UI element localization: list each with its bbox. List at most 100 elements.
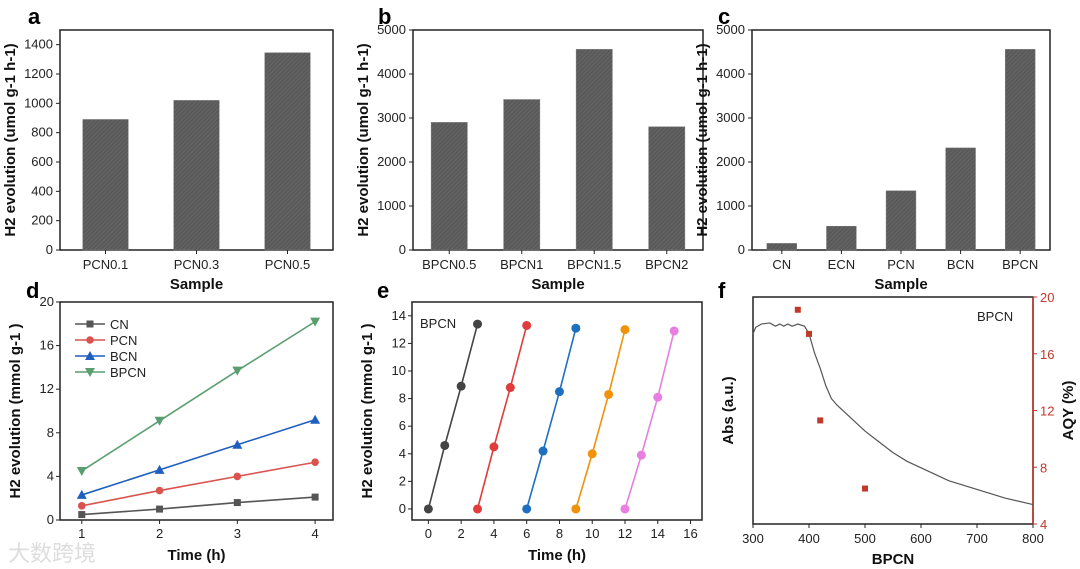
- data-point-BCN: [76, 489, 87, 499]
- legend-label-BCN: BCN: [110, 349, 137, 364]
- bar-BPCN: [1005, 49, 1036, 251]
- annotation: BPCN: [977, 309, 1013, 324]
- y-tick-label: 6: [399, 418, 406, 433]
- y-tick-label: 0: [738, 242, 745, 257]
- data-point-CN: [156, 505, 164, 513]
- x-tick-label: BPCN2: [645, 257, 688, 272]
- panel-label-f: f: [718, 278, 726, 303]
- bar-PCN: [885, 190, 917, 251]
- x-tick-label: BPCN1.5: [567, 257, 621, 272]
- data-point-cycle1: [440, 440, 450, 450]
- x-tick-label: 8: [556, 526, 563, 541]
- y-tick-label: 3000: [716, 110, 745, 125]
- y-tick-label: 0: [47, 512, 54, 527]
- legend-label-BPCN: BPCN: [110, 365, 146, 380]
- y-tick-label: 5000: [716, 22, 745, 37]
- watermark: 大数跨境: [8, 542, 97, 567]
- x-tick-label: PCN0.5: [265, 257, 311, 272]
- bar-PCN0.1: [82, 119, 129, 251]
- x-tick-label: BPCN: [1002, 257, 1038, 272]
- data-point-cycle2: [505, 383, 515, 393]
- data-point-BPCN: [232, 366, 243, 376]
- x-tick-label: 14: [651, 526, 665, 541]
- plot-frame-d: [59, 301, 334, 521]
- y-right-axis-label: AQY (%): [1060, 381, 1077, 441]
- x-tick-label: 4: [490, 526, 497, 541]
- data-point-cycle3: [522, 504, 532, 514]
- y-tick-label: 12: [40, 381, 54, 396]
- legend-marker-BCN: [85, 351, 95, 360]
- series-line-cycle4: [575, 329, 626, 510]
- x-tick-label: 800: [1022, 531, 1044, 546]
- aqy-point: [817, 417, 824, 424]
- series-line-cycle1: [427, 323, 479, 510]
- panel-label-e: e: [377, 278, 389, 303]
- data-point-cycle2: [522, 320, 532, 330]
- y-tick-label: 2: [399, 473, 406, 488]
- x-tick-label: 500: [854, 531, 876, 546]
- data-point-cycle5: [636, 450, 646, 460]
- annotation: BPCN: [420, 316, 456, 331]
- panel-label-b: b: [378, 4, 391, 29]
- x-tick-label: 2: [156, 526, 163, 541]
- data-point-cycle2: [473, 504, 483, 514]
- panel-label-a: a: [28, 4, 41, 29]
- absorbance-curve: [752, 322, 1034, 506]
- x-tick-label: 1: [78, 526, 85, 541]
- aqy-point: [862, 485, 868, 492]
- y-tick-label: 5000: [377, 22, 406, 37]
- x-tick-label: 6: [523, 526, 530, 541]
- x-tick-label: PCN0.1: [83, 257, 129, 272]
- legend-marker-CN: [86, 320, 94, 328]
- y-tick-label: 400: [31, 183, 53, 198]
- y-tick-label: 2000: [716, 154, 745, 169]
- bar-BCN: [945, 147, 976, 251]
- bar-BPCN1.5: [575, 49, 613, 251]
- data-point-BPCN: [154, 416, 165, 426]
- data-point-cycle4: [604, 389, 614, 399]
- y-tick-label: 1200: [24, 66, 53, 81]
- y-tick-label: 3000: [377, 110, 406, 125]
- y-tick-label: 1000: [716, 198, 745, 213]
- y-tick-label: 12: [392, 335, 406, 350]
- plot-frame-e: [411, 301, 703, 521]
- aqy-point: [794, 306, 801, 313]
- y-axis-label: H2 evolution (mmol g-1 ): [7, 323, 24, 498]
- y-tick-label: 8: [399, 391, 406, 406]
- data-point-PCN: [77, 502, 86, 510]
- data-point-PCN: [233, 472, 242, 481]
- y-tick-label: 20: [40, 294, 54, 309]
- x-tick-label: BCN: [947, 257, 974, 272]
- y-right-tick-label: 12: [1040, 404, 1054, 419]
- y-axis-label: H2 evolution (mmol g-1 ): [359, 323, 376, 498]
- series-line-BPCN: [81, 320, 316, 472]
- series-line-PCN: [81, 461, 316, 507]
- x-tick-label: PCN0.3: [174, 257, 220, 272]
- y-tick-label: 0: [399, 501, 406, 516]
- x-axis-label: Time (h): [167, 547, 225, 564]
- x-tick-label: CN: [772, 257, 791, 272]
- y-tick-label: 0: [46, 242, 53, 257]
- panel-label-d: d: [26, 278, 39, 303]
- y-tick-label: 200: [31, 213, 53, 228]
- bar-BPCN1: [503, 99, 541, 251]
- x-tick-label: 300: [742, 531, 764, 546]
- x-tick-label: BPCN0.5: [422, 257, 476, 272]
- x-tick-label: BPCN1: [500, 257, 543, 272]
- y-tick-label: 1000: [377, 198, 406, 213]
- data-point-PCN: [155, 486, 164, 495]
- y-tick-label: 1400: [24, 37, 53, 52]
- y-axis-label: Abs (a.u.): [720, 376, 737, 444]
- data-point-cycle4: [620, 325, 630, 335]
- aqy-point: [806, 330, 812, 337]
- data-point-BCN: [310, 414, 321, 424]
- bar-PCN0.5: [264, 52, 311, 251]
- bar-BPCN2: [648, 126, 686, 251]
- plot-frame-f: [752, 296, 1034, 525]
- data-point-cycle4: [571, 504, 581, 514]
- x-axis-label: BPCN: [872, 551, 915, 568]
- y-tick-label: 14: [392, 308, 406, 323]
- data-point-cycle1: [423, 504, 433, 514]
- data-point-PCN: [311, 458, 319, 467]
